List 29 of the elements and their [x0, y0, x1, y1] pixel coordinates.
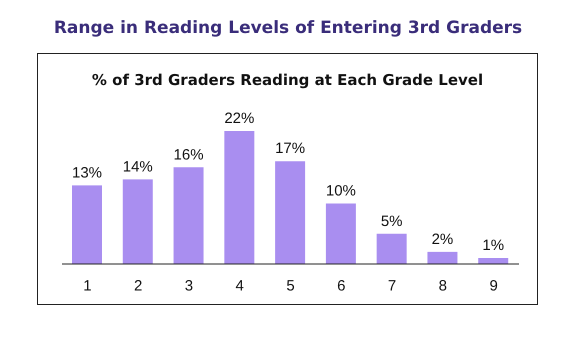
x-tick-label: 3 — [184, 278, 194, 295]
x-tick-label: 6 — [337, 278, 346, 295]
bar — [376, 234, 407, 264]
data-label: 5% — [380, 212, 403, 230]
bar — [275, 161, 306, 264]
x-tick-label: 9 — [489, 278, 498, 295]
data-label: 10% — [326, 182, 356, 200]
chart-subtitle: % of 3rd Graders Reading at Each Grade Level — [90, 71, 484, 89]
x-tick-label: 8 — [438, 278, 448, 295]
bar — [224, 131, 254, 264]
bar — [326, 204, 356, 264]
chart-title: Range in Reading Levels of Entering 3rd Graders — [52, 18, 524, 38]
bar — [478, 258, 508, 264]
x-tick-label: 2 — [134, 278, 142, 295]
bar — [72, 185, 102, 264]
data-label: 17% — [275, 140, 306, 158]
data-label: 14% — [122, 158, 153, 176]
bar — [122, 179, 153, 264]
x-tick-label: 5 — [286, 278, 295, 295]
bar — [174, 167, 204, 264]
x-tick-label: 1 — [83, 278, 92, 295]
x-tick-label: 4 — [236, 278, 244, 295]
data-label: 1% — [482, 236, 504, 254]
data-label: 2% — [432, 230, 454, 248]
data-label: 16% — [174, 146, 204, 164]
data-label: 22% — [224, 110, 254, 127]
data-label: 13% — [72, 164, 102, 182]
x-tick-label: 7 — [388, 278, 396, 295]
bar — [427, 252, 458, 264]
